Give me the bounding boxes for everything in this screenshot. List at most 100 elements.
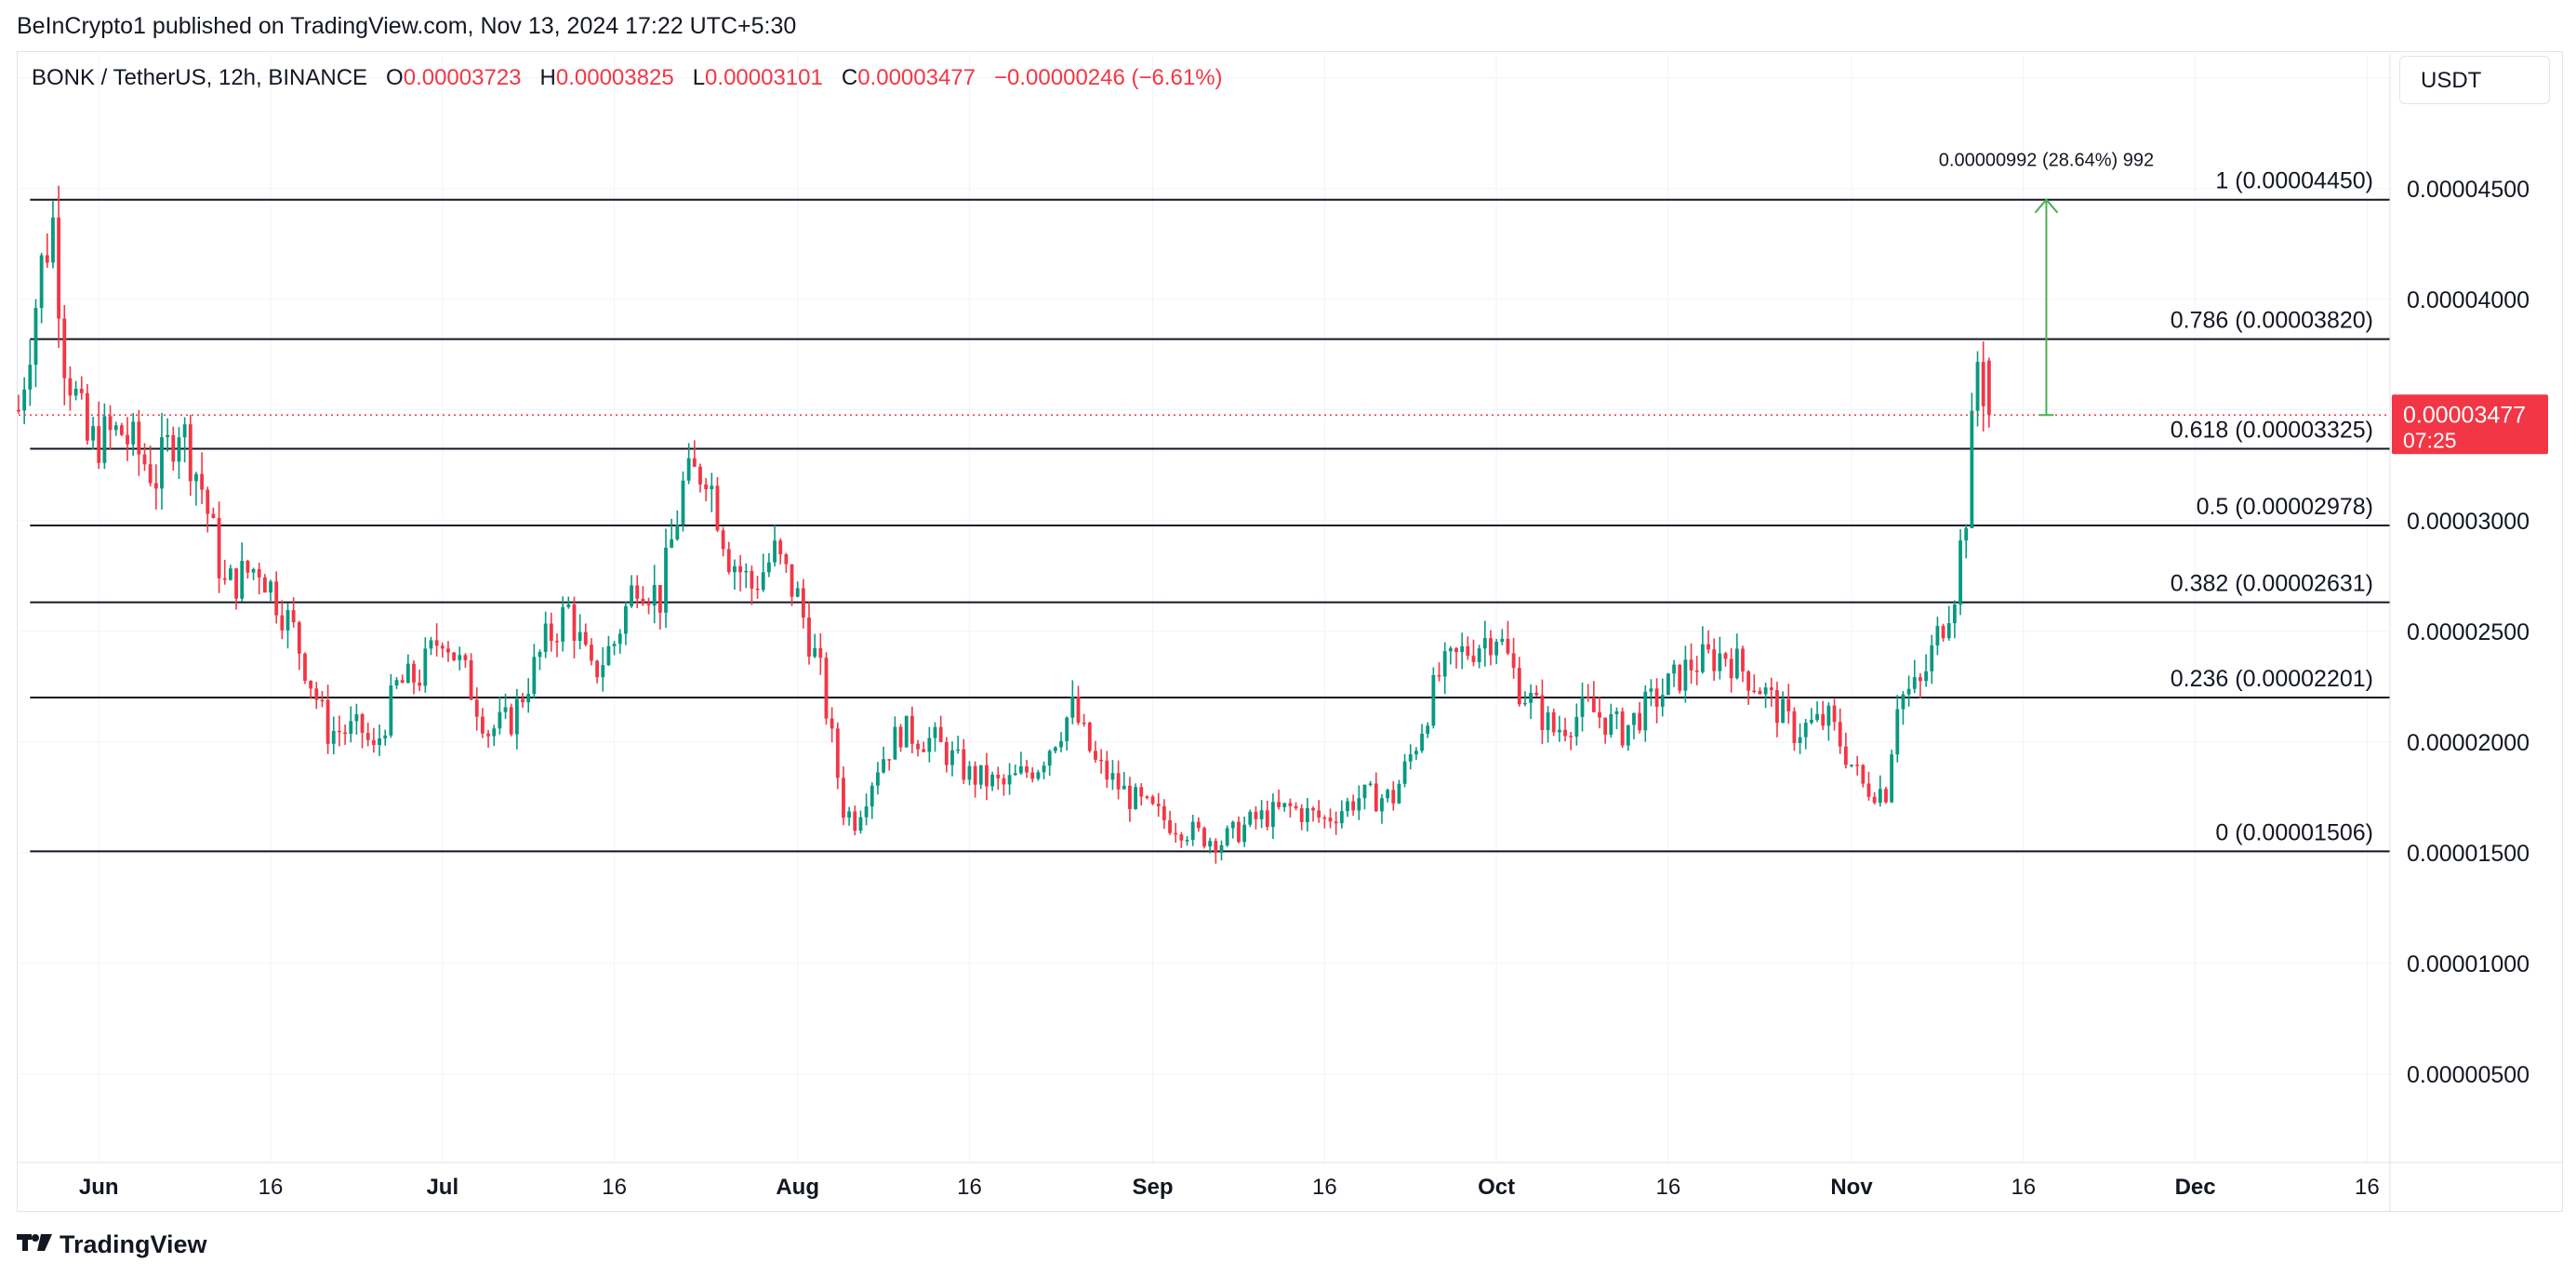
candle-body — [1346, 801, 1349, 812]
open-label: O — [386, 65, 404, 90]
candle-body — [1094, 751, 1097, 760]
candle-body — [1672, 664, 1676, 674]
candle-body — [1208, 841, 1213, 847]
candle-body — [755, 588, 760, 591]
candle-body — [291, 610, 296, 623]
candle-body — [1517, 668, 1521, 705]
candle-body — [956, 749, 961, 751]
candle-body — [1511, 653, 1516, 669]
candle-body — [1466, 645, 1470, 657]
candle-body — [86, 392, 89, 441]
candle-body — [1906, 688, 1911, 695]
candle-body — [1557, 729, 1561, 733]
high-value: 0.00003825 — [555, 65, 674, 90]
candle-body — [1534, 692, 1539, 696]
candle-body — [446, 648, 450, 653]
candle-body — [389, 685, 393, 736]
candle-body — [1614, 711, 1619, 714]
candle-body — [423, 648, 428, 686]
price-range-measure: 0.00000992 (28.64%) 992 — [1939, 151, 2154, 417]
candle-body — [583, 631, 588, 645]
candle-body — [365, 733, 370, 740]
candle-body — [320, 699, 325, 702]
y-tick-label: 0.00001500 — [2407, 841, 2530, 867]
candle-body — [17, 409, 20, 412]
candle-body — [898, 726, 903, 748]
candle-body — [1781, 698, 1786, 724]
candle-body — [269, 581, 272, 593]
candle-body — [131, 421, 136, 445]
candle-body — [1959, 540, 1962, 605]
candle-body — [1311, 807, 1315, 811]
candle-body — [1803, 723, 1808, 738]
close-label: C — [841, 65, 858, 90]
candle-body — [79, 389, 84, 393]
candle-body — [1386, 790, 1390, 799]
candle-body — [1448, 648, 1453, 652]
candle-body — [715, 485, 720, 531]
candle-body — [1494, 641, 1499, 656]
candle-body — [1872, 796, 1877, 804]
candle-body — [1890, 754, 1894, 803]
candle-body — [1895, 709, 1900, 755]
candle-body — [1769, 687, 1773, 691]
candle-body — [893, 726, 897, 760]
candle-body — [1734, 648, 1739, 679]
candle-body — [309, 680, 313, 689]
candle-body — [1477, 648, 1481, 662]
candle-body — [617, 633, 622, 645]
candle-body — [1563, 729, 1567, 737]
candle-body — [1775, 690, 1779, 724]
candle-body — [1700, 644, 1705, 672]
candle-body — [349, 721, 353, 734]
candle-body — [990, 774, 995, 787]
y-tick-label: 0.00000500 — [2407, 1062, 2530, 1088]
candle-body — [996, 774, 1001, 778]
candle-body — [1763, 687, 1768, 695]
x-tick-label: 16 — [1656, 1175, 1681, 1200]
currency-button[interactable]: USDT — [2399, 56, 2550, 104]
candle-body — [1042, 765, 1046, 773]
candle-body — [1339, 811, 1344, 824]
candle-body — [498, 711, 502, 729]
candle-body — [1551, 711, 1556, 733]
candle-body — [1414, 751, 1418, 755]
candle-body — [1809, 719, 1813, 724]
candle-body — [1946, 623, 1951, 639]
candle-body — [1408, 754, 1413, 762]
candle-body — [137, 421, 141, 455]
candle-body — [1362, 784, 1367, 799]
candle-body — [657, 585, 662, 613]
candle-body — [1471, 656, 1476, 662]
candle-body — [1099, 759, 1104, 762]
candle-body — [835, 728, 840, 778]
candle-body — [606, 645, 611, 666]
candle-body — [1660, 695, 1665, 707]
candle-body — [1952, 605, 1957, 624]
candle-body — [1591, 698, 1596, 712]
candle-body — [623, 605, 628, 634]
candle-body — [57, 217, 61, 319]
candle-body — [1901, 694, 1905, 710]
x-tick-label: Nov — [1830, 1175, 1873, 1200]
candle-body — [830, 718, 834, 729]
candle-body — [555, 641, 559, 643]
candle-body — [1975, 362, 1980, 411]
candle-body — [590, 645, 593, 661]
candle-body — [1185, 840, 1189, 842]
candle-body — [538, 651, 542, 658]
candle-body — [641, 598, 645, 605]
candle-body — [102, 416, 107, 463]
tradingview-logo[interactable]: TradingView — [17, 1229, 207, 1259]
candle-body — [206, 489, 210, 514]
fib-level-label: 0.236 (0.00002201) — [2171, 666, 2373, 692]
change-value: −0.00000246 (−6.61%) — [994, 65, 1223, 90]
candle-body — [922, 749, 926, 752]
candle-body — [440, 645, 445, 649]
price-tag-countdown: 07:25 — [2403, 428, 2457, 452]
candle-body — [646, 604, 651, 606]
y-tick-label: 0.00003000 — [2407, 509, 2530, 535]
candle-body — [1752, 690, 1757, 693]
tradingview-logo-icon — [17, 1229, 52, 1259]
